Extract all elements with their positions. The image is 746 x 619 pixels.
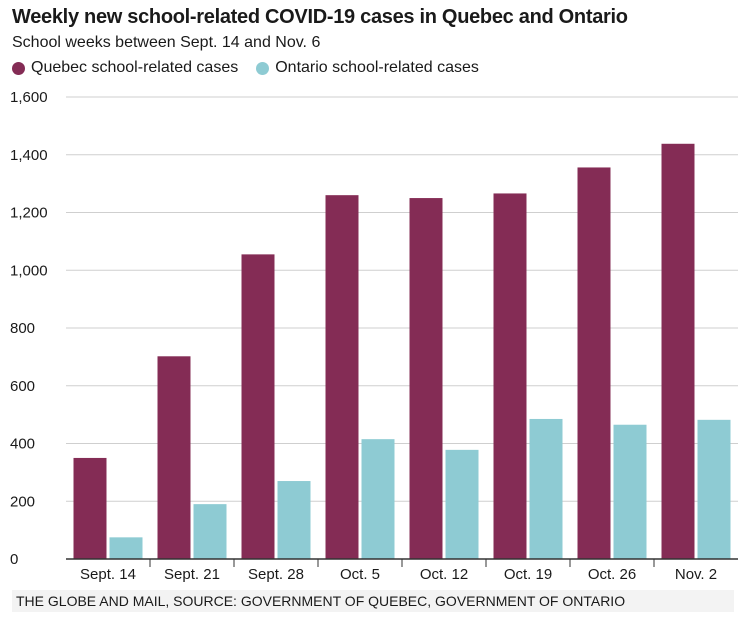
y-tick-label: 1,400 xyxy=(10,147,48,164)
y-tick-label: 600 xyxy=(10,378,35,395)
chart-subtitle: School weeks between Sept. 14 and Nov. 6 xyxy=(12,34,321,51)
bar-ontario-1 xyxy=(193,504,227,559)
bar-ontario-4 xyxy=(445,449,479,559)
legend-label-quebec: Quebec school-related cases xyxy=(31,59,239,76)
bar-quebec-3 xyxy=(325,195,359,560)
bar-quebec-5 xyxy=(493,193,527,559)
x-tick-label: Oct. 26 xyxy=(588,566,636,583)
x-tick-label: Nov. 2 xyxy=(675,566,717,583)
chart-title: Weekly new school-related COVID-19 cases… xyxy=(12,6,628,28)
bar-ontario-6 xyxy=(613,424,647,559)
bar-quebec-4 xyxy=(409,198,443,559)
y-tick-label: 400 xyxy=(10,436,35,453)
y-tick-label: 1,000 xyxy=(10,262,48,279)
legend-label-ontario: Ontario school-related cases xyxy=(275,59,479,76)
source-note: THE GLOBE AND MAIL, SOURCE: GOVERNMENT O… xyxy=(12,590,734,612)
bar-ontario-5 xyxy=(529,418,563,559)
x-tick-label: Sept. 14 xyxy=(80,566,136,583)
legend: Quebec school-related cases Ontario scho… xyxy=(12,59,497,77)
bar-quebec-7 xyxy=(661,143,695,559)
legend-swatch-quebec xyxy=(12,61,25,75)
x-tick-label: Sept. 28 xyxy=(248,566,304,583)
x-tick-label: Oct. 12 xyxy=(420,566,468,583)
legend-swatch-ontario xyxy=(256,61,270,75)
bar-quebec-2 xyxy=(241,254,275,559)
x-tick-label: Sept. 21 xyxy=(164,566,220,583)
bars xyxy=(73,143,731,560)
legend-item-quebec: Quebec school-related cases xyxy=(12,59,238,77)
x-tick-label: Oct. 5 xyxy=(340,566,380,583)
bar-ontario-2 xyxy=(277,481,311,559)
legend-item-ontario: Ontario school-related cases xyxy=(256,59,479,77)
y-tick-label: 1,200 xyxy=(10,205,48,222)
bar-ontario-7 xyxy=(697,419,731,559)
x-axis: Sept. 14 Sept. 21 Sept. 28 Oct. 5 Oct. 12 Oct… xyxy=(66,558,738,583)
x-tick-label: Oct. 19 xyxy=(504,566,552,583)
bar-ontario-3 xyxy=(361,439,395,559)
y-axis-ticks: 0 200 400 600 800 1,000 1,200 1,400 1,600 xyxy=(10,89,48,568)
bar-chart: 0 200 400 600 800 1,000 1,200 1,400 1,600 Sept. … xyxy=(10,89,738,583)
y-tick-label: 200 xyxy=(10,493,35,510)
bar-quebec-6 xyxy=(577,167,611,559)
y-tick-label: 1,600 xyxy=(10,89,48,106)
bar-ontario-0 xyxy=(109,537,143,559)
y-tick-label: 800 xyxy=(10,320,35,337)
bar-quebec-1 xyxy=(157,356,191,559)
y-tick-label: 0 xyxy=(10,551,18,568)
bar-quebec-0 xyxy=(73,457,107,559)
